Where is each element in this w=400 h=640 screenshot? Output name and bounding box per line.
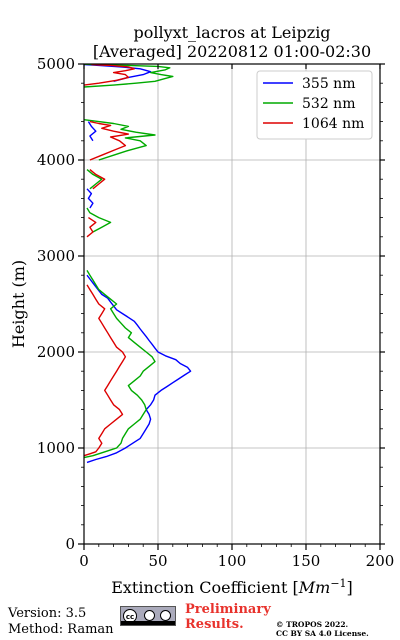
method-text: Method: Raman: [8, 622, 114, 637]
series-line-532-nm: [83, 270, 156, 459]
x-tick-label: 50: [148, 552, 167, 570]
cc-by-sa-icon: cc: [120, 606, 176, 626]
x-axis-label-prefix: Extinction Coefficient [: [111, 578, 299, 597]
copyright-line1: © TROPOS 2022.: [276, 620, 349, 629]
y-tick-label: 2000: [37, 343, 75, 361]
preliminary-line2: Results.: [185, 617, 244, 632]
y-axis-label: Height (m): [9, 260, 28, 348]
series-line-1064-nm: [86, 217, 97, 238]
x-axis-label-unit: Mm: [298, 578, 331, 597]
x-tick-label: 150: [292, 552, 321, 570]
series-line-1064-nm: [89, 120, 130, 161]
x-axis-label: Extinction Coefficient [Mm−1]: [111, 577, 353, 597]
y-tick-label: 5000: [37, 55, 75, 73]
legend-label: 532 nm: [302, 96, 355, 112]
preliminary-results-notice: Preliminary Results.: [185, 602, 271, 632]
version-text: Version: 3.5: [8, 606, 87, 621]
x-axis-label-suffix: ]: [347, 578, 353, 597]
series-line-355-nm: [86, 274, 192, 464]
legend-label: 1064 nm: [302, 116, 364, 132]
legend-label: 355 nm: [302, 76, 355, 92]
y-tick-label: 3000: [37, 247, 75, 265]
copyright-notice: © TROPOS 2022. CC BY SA 4.0 License.: [276, 620, 369, 638]
x-tick-label: 200: [366, 552, 395, 570]
series-line-532-nm: [83, 119, 156, 161]
series-line-1064-nm: [83, 284, 127, 457]
y-tick-label: 4000: [37, 151, 75, 169]
series-line-355-nm: [86, 188, 94, 209]
sa-icon: [160, 610, 171, 621]
series-line-532-nm: [83, 63, 174, 88]
x-axis-label-exp: −1: [330, 577, 346, 590]
legend-box: [256, 70, 373, 140]
copyright-line2: CC BY SA 4.0 License.: [276, 629, 369, 638]
license-strip: [121, 621, 175, 625]
series-line-1064-nm: [89, 169, 106, 190]
chart-title-line2: [Averaged] 20220812 01:00-02:30: [93, 42, 371, 61]
y-tick-label: 1000: [37, 439, 75, 457]
x-tick-label: 0: [79, 552, 89, 570]
series-line-532-nm: [86, 207, 112, 233]
chart-title-line1: pollyxt_lacros at Leipzig: [133, 23, 330, 42]
by-icon: [144, 610, 155, 621]
x-tick-label: 100: [218, 552, 247, 570]
y-tick-label: 0: [65, 535, 75, 553]
preliminary-line1: Preliminary: [185, 602, 271, 617]
series-line-532-nm: [86, 169, 103, 190]
series-line-1064-nm: [83, 63, 136, 86]
series-line-355-nm: [87, 121, 97, 142]
chart: pollyxt_lacros at Leipzig [Averaged] 202…: [9, 23, 395, 597]
